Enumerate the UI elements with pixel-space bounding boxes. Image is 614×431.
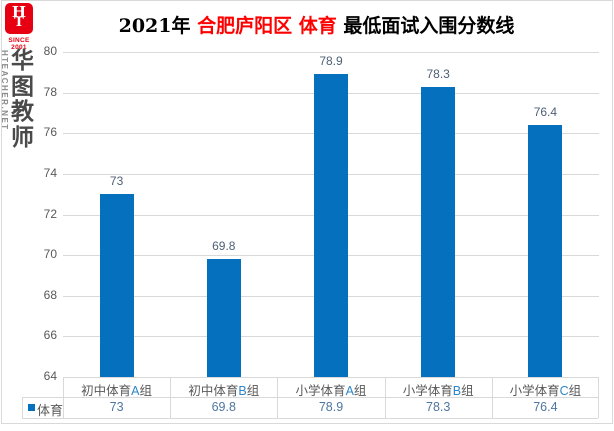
table-rule-col-5 — [598, 377, 599, 418]
category-text: C — [559, 384, 569, 398]
y-axis-tick-78: 78 — [43, 84, 57, 99]
data-label-4: 76.4 — [533, 105, 558, 120]
value-cell-1: 69.8 — [211, 400, 236, 414]
category-text: 组 — [246, 384, 260, 398]
y-axis-tick-66: 66 — [43, 328, 57, 343]
category-text: 小学体育 — [402, 384, 453, 398]
category-text: B — [452, 384, 462, 398]
gridline-80 — [63, 52, 599, 53]
table-rule-col-4 — [492, 377, 493, 418]
table-rule-col-2 — [277, 377, 278, 418]
title-segment-0: 2021年 — [118, 15, 198, 37]
logo-letter-t: T — [14, 15, 24, 30]
bar-初中体育B组 — [206, 259, 241, 377]
bar-小学体育C组 — [528, 125, 563, 377]
table-rule-bottom — [22, 418, 598, 419]
category-text: 小学体育 — [509, 384, 560, 398]
category-text: B — [238, 384, 247, 398]
table-rule-legend-left — [22, 397, 23, 418]
value-cell-4: 76.4 — [533, 400, 558, 414]
series-legend-marker-icon — [28, 404, 35, 411]
category-text: 小学体育 — [295, 384, 346, 398]
chart-title: 2021年 合肥庐阳区 体育 最低面试入围分数线 — [34, 11, 599, 38]
table-rule-col-1 — [170, 377, 171, 418]
bar-初中体育A组 — [99, 194, 134, 377]
title-segment-2: 体育 — [298, 15, 337, 37]
category-text: 初中体育 — [81, 384, 132, 398]
huatu-jiaoshi-vertical-label: 华 图 教 师 — [11, 47, 34, 150]
category-text: 组 — [353, 384, 367, 398]
y-axis-tick-74: 74 — [43, 165, 57, 180]
category-text: 初中体育 — [188, 384, 239, 398]
category-text: 组 — [568, 384, 582, 398]
title-segment-1: 合肥庐阳区 — [197, 15, 299, 37]
y-axis-tick-70: 70 — [43, 247, 57, 262]
category-text: 组 — [461, 384, 474, 398]
category-cell-2: 小学体育A组 — [277, 380, 384, 398]
y-axis-tick-72: 72 — [43, 206, 57, 221]
legend-cell: 体育 — [22, 400, 64, 418]
category-text: A — [131, 384, 140, 398]
category-cell-3: 小学体育B组 — [385, 380, 492, 398]
data-label-0: 73 — [109, 174, 124, 189]
bar-小学体育A组 — [314, 74, 348, 377]
category-text: A — [345, 384, 354, 398]
table-rule-col-3 — [385, 377, 386, 418]
y-axis-tick-68: 68 — [43, 287, 57, 302]
y-axis-tick-64: 64 — [43, 369, 57, 383]
value-cell-3: 78.3 — [426, 400, 451, 414]
data-label-3: 78.3 — [426, 66, 450, 81]
category-cell-1: 初中体育B组 — [170, 380, 277, 398]
y-axis-tick-76: 76 — [43, 125, 57, 140]
category-cell-0: 初中体育A组 — [63, 380, 170, 398]
table-rule-middle — [22, 397, 598, 398]
category-text: 组 — [139, 384, 153, 398]
value-cell-2: 78.9 — [318, 400, 344, 414]
bar-小学体育B组 — [421, 86, 456, 377]
value-cell-0: 73 — [109, 400, 124, 414]
series-legend-label: 体育 — [37, 403, 64, 418]
since-2001-label: SINCE 2001 — [8, 37, 30, 51]
title-segment-3: 最低面试入围分数线 — [336, 15, 515, 37]
table-rule-top — [63, 377, 598, 378]
table-rule-col-0 — [63, 377, 64, 418]
y-axis-tick-80: 80 — [43, 44, 57, 58]
logo-letter-h: H — [11, 3, 27, 21]
category-cell-4: 小学体育C组 — [492, 380, 599, 398]
data-label-1: 69.8 — [212, 239, 236, 254]
huatu-logo: H T — [5, 3, 33, 34]
data-label-2: 78.9 — [319, 54, 343, 69]
